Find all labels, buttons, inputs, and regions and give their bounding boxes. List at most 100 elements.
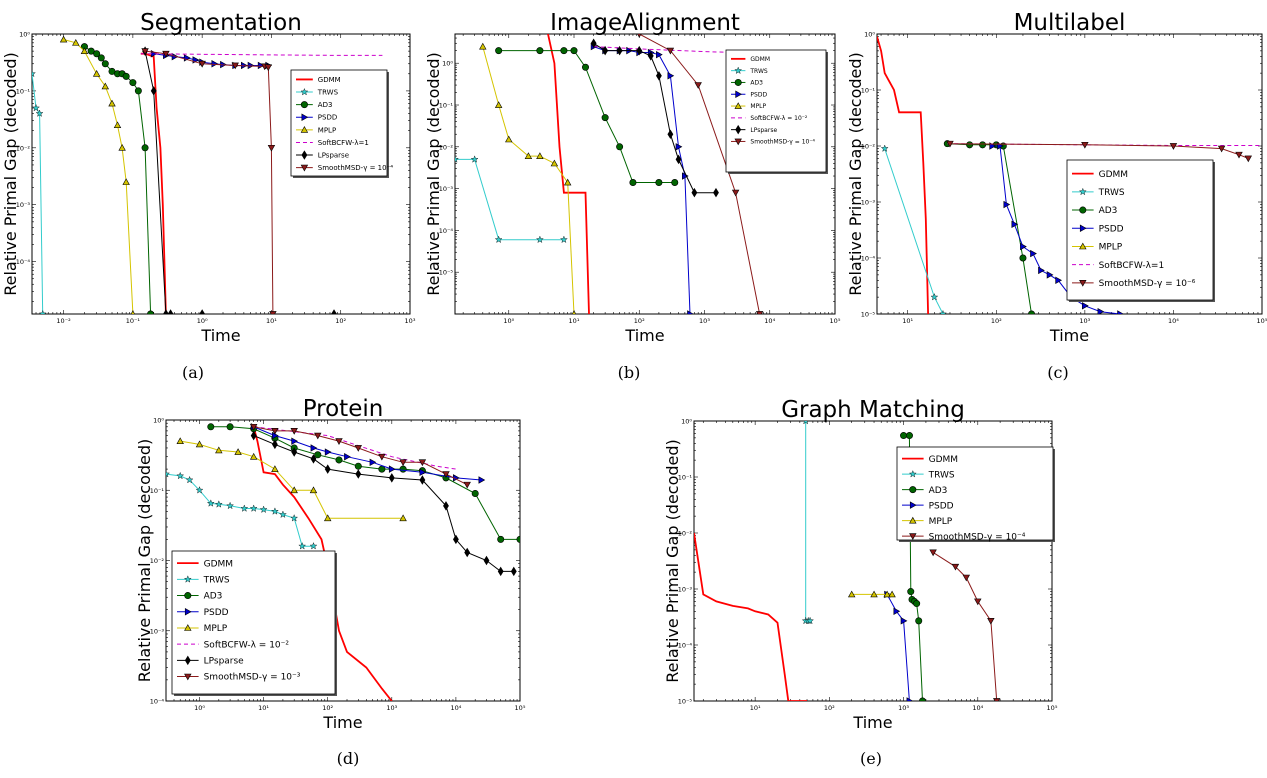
data-point <box>291 437 299 445</box>
x-tick-label: 10⁵ <box>515 704 526 712</box>
legend-marker <box>300 126 309 133</box>
legend-label: SoftBCFW-λ=1 <box>318 139 369 147</box>
data-point <box>1020 242 1027 251</box>
data-point <box>259 505 268 513</box>
x-tick-label: 10¹ <box>902 317 913 325</box>
data-point <box>264 64 272 72</box>
legend-label: MPLP <box>204 624 228 634</box>
data-point <box>101 82 110 90</box>
legend-label: TRWS <box>203 576 230 586</box>
data-point <box>570 47 578 55</box>
x-axis-label: Time <box>852 713 892 732</box>
x-tick-label: 10⁰ <box>503 317 514 325</box>
data-point <box>930 293 939 301</box>
data-point <box>1003 200 1011 209</box>
y-axis-label: Relative Primal Gap (decoded) <box>1 52 20 296</box>
data-point <box>671 178 679 186</box>
data-point <box>195 486 204 494</box>
data-point <box>497 535 505 543</box>
legend-label: AD3 <box>1099 206 1118 216</box>
legend-marker <box>184 592 192 600</box>
data-point <box>35 109 44 117</box>
series-line <box>547 34 590 314</box>
legend-marker <box>734 138 742 146</box>
legend-label: MPLP <box>750 103 766 110</box>
legend-label: LPsparse <box>750 127 777 134</box>
y-tick-label: 10⁻² <box>861 143 876 151</box>
data-point <box>497 566 504 577</box>
data-point <box>550 159 559 167</box>
y-axis-label: Relative Primal Gap (decoded) <box>663 439 682 683</box>
data-point <box>93 50 101 58</box>
data-point <box>378 453 386 461</box>
data-point <box>656 50 663 59</box>
data-point <box>900 617 908 625</box>
y-tick-label: 10⁻¹ <box>861 87 876 95</box>
legend-marker <box>735 124 742 135</box>
x-tick-label: 10³ <box>1079 317 1090 325</box>
y-tick-label: 10⁻³ <box>16 201 31 209</box>
data-point <box>388 465 396 473</box>
data-point <box>559 235 568 244</box>
data-point <box>206 499 215 507</box>
x-tick-label: 10³ <box>699 317 710 325</box>
data-point <box>536 152 544 159</box>
data-point <box>249 504 258 512</box>
legend-marker <box>184 624 192 631</box>
panel-3: 10¹ 10² 10³ 10⁴ 10⁵ 10⁰ 10⁻¹ 10⁻² 10⁻³ 10⁻⁴ 10⁻⁵ Mu… <box>846 10 1267 382</box>
panel-caption: (e) <box>860 749 882 768</box>
data-point <box>1235 151 1243 159</box>
panel-2: 10⁰ 10¹ 10² 10³ 10⁴ 10⁵ 10⁰ 10⁻¹ 10⁻² 10⁻³ 10⁻⁴ 10⁻… <box>424 10 841 382</box>
legend-label: MPLP <box>1099 243 1123 253</box>
panel-4: 10⁰ 10¹ 10² 10³ 10⁴ 10⁵ 10⁰ 10⁻¹ 10⁻² 10⁻³ 10⁻⁴ Pro… <box>135 396 526 768</box>
data-point <box>198 60 206 68</box>
data-point <box>616 143 624 151</box>
data-point <box>418 459 427 467</box>
x-tick-label: 10¹ <box>750 704 761 712</box>
panel-caption: (b) <box>618 363 641 382</box>
data-point <box>167 309 174 314</box>
data-point <box>601 114 609 122</box>
data-point <box>1046 271 1054 279</box>
data-point <box>250 430 257 441</box>
data-point <box>951 563 960 571</box>
y-tick-label: 10⁻³ <box>678 586 693 594</box>
series-line <box>877 36 929 314</box>
legend-marker <box>734 66 743 74</box>
data-point <box>354 445 363 452</box>
data-point <box>147 310 155 314</box>
legend-marker <box>909 516 917 524</box>
data-point <box>271 428 279 435</box>
legend-marker <box>184 655 191 666</box>
data-point <box>455 155 459 163</box>
legend-label: AD3 <box>204 592 223 602</box>
data-point <box>141 48 149 55</box>
x-tick-label: 10³ <box>898 704 909 712</box>
data-point <box>331 309 337 314</box>
data-point <box>207 423 215 431</box>
data-point <box>257 61 265 70</box>
data-point <box>442 471 450 478</box>
x-tick-label: 10¹ <box>569 317 580 325</box>
data-point <box>483 555 490 566</box>
legend-label: SmoothMSD-γ = 10⁻³ <box>204 673 301 683</box>
x-axis-label: Time <box>624 326 664 345</box>
legend-marker <box>184 608 192 616</box>
data-point <box>494 235 503 244</box>
legend: GDMM TRWS AD3 PSDD MPLP SmoothMSD-γ = 10⁻⁴ <box>896 446 1055 542</box>
x-tick-label: 10⁰ <box>194 704 205 712</box>
axis-ticks <box>455 33 836 315</box>
data-point <box>211 60 219 68</box>
data-point <box>162 50 170 58</box>
legend-label: SmoothMSD-γ = 10⁻⁴ <box>750 139 815 146</box>
panel-caption: (c) <box>1047 363 1068 382</box>
x-tick-label: 10² <box>335 317 346 325</box>
data-point <box>38 309 47 314</box>
legend-label: SmoothMSD-γ = 10⁻⁴ <box>929 532 1026 542</box>
data-point <box>118 143 126 151</box>
data-point <box>713 187 719 198</box>
legend-label: TRWS <box>1098 188 1125 198</box>
legend-label: SoftBCFW-λ = 10⁻² <box>204 640 290 650</box>
data-point <box>560 47 568 55</box>
